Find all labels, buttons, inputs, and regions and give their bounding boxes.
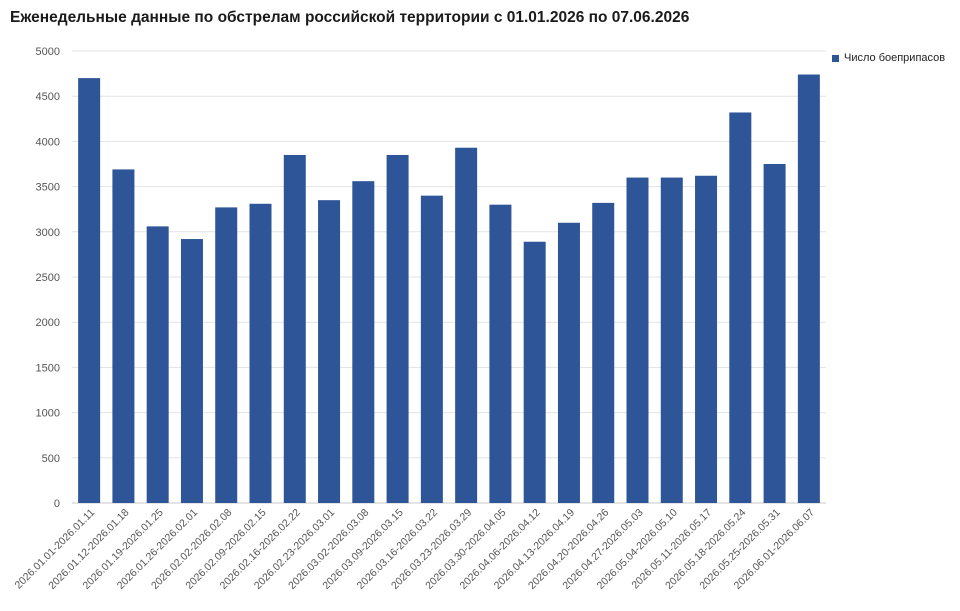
legend-swatch bbox=[832, 54, 839, 62]
bar bbox=[763, 164, 786, 503]
chart-title: Еженедельные данные по обстрелам российс… bbox=[10, 9, 690, 26]
bar bbox=[557, 222, 580, 503]
bar bbox=[797, 74, 820, 503]
bar bbox=[626, 177, 649, 503]
y-tick-label: 500 bbox=[42, 453, 60, 465]
bar bbox=[420, 195, 443, 503]
y-tick-label: 4000 bbox=[36, 136, 60, 148]
legend: Число боеприпасов bbox=[832, 52, 945, 64]
bar bbox=[489, 204, 512, 503]
bar bbox=[249, 203, 272, 503]
y-tick-label: 1500 bbox=[36, 362, 60, 374]
bar bbox=[146, 226, 169, 503]
y-tick-label: 3500 bbox=[36, 182, 60, 194]
bar bbox=[318, 200, 341, 503]
bars bbox=[78, 74, 820, 504]
bar bbox=[283, 154, 306, 503]
y-tick-label: 3000 bbox=[36, 227, 60, 239]
bar bbox=[729, 112, 752, 504]
bar bbox=[455, 147, 478, 503]
y-tick-label: 2000 bbox=[36, 317, 60, 329]
bar bbox=[386, 154, 409, 503]
y-tick-label: 1000 bbox=[36, 408, 60, 420]
bar bbox=[592, 202, 615, 503]
bar bbox=[180, 239, 203, 504]
bar bbox=[112, 169, 135, 503]
y-axis-tick-labels: 0 500 1000 1500 2000 2500 3000 3500 4000 4500 5000 bbox=[36, 46, 60, 510]
x-axis-tick-labels: 2026.01.01-2026.01.112026.01.12-2026.01.… bbox=[13, 507, 818, 592]
y-tick-label: 5000 bbox=[36, 46, 60, 58]
y-tick-label: 2500 bbox=[36, 272, 60, 284]
y-tick-label: 4500 bbox=[36, 91, 60, 103]
bar bbox=[695, 175, 718, 503]
bar bbox=[215, 207, 238, 503]
y-tick-label: 0 bbox=[54, 498, 60, 510]
bar bbox=[660, 177, 683, 503]
bar bbox=[523, 241, 546, 503]
legend-label: Число боеприпасов bbox=[844, 52, 946, 64]
bar bbox=[78, 78, 101, 504]
bar bbox=[352, 181, 375, 503]
